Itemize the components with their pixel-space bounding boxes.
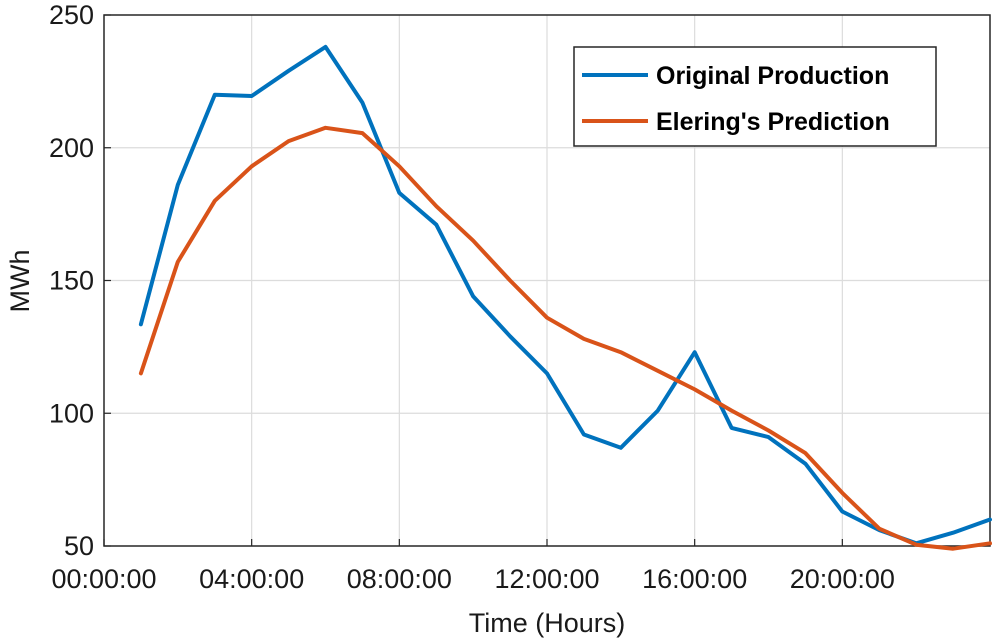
x-tick-label: 00:00:00 bbox=[51, 564, 156, 594]
legend-label-elerings-prediction: Elering's Prediction bbox=[656, 108, 890, 136]
y-tick-label: 200 bbox=[49, 133, 94, 163]
legend-label-original-production: Original Production bbox=[656, 62, 889, 90]
y-axis-label: MWh bbox=[5, 250, 35, 313]
x-tick-label: 04:00:00 bbox=[199, 564, 304, 594]
series-lines bbox=[138, 44, 992, 551]
legend: Original Production Elering's Prediction bbox=[573, 46, 937, 147]
y-tick-label: 50 bbox=[64, 531, 94, 561]
x-tick-label: 20:00:00 bbox=[790, 564, 895, 594]
y-tick-label: 100 bbox=[49, 398, 94, 428]
x-axis-label: Time (Hours) bbox=[469, 608, 626, 638]
x-tick-label: 08:00:00 bbox=[347, 564, 452, 594]
legend-box bbox=[573, 46, 937, 147]
grid bbox=[103, 14, 990, 547]
plot-frame bbox=[103, 14, 991, 547]
x-tick-label: 16:00:00 bbox=[642, 564, 747, 594]
y-tick-labels: 50 100 150 200 250 bbox=[49, 0, 94, 561]
x-tick-labels: 00:00:00 04:00:00 08:00:00 12:00:00 16:00:00… bbox=[51, 564, 894, 594]
x-tick-label: 12:00:00 bbox=[494, 564, 599, 594]
series-line-elering-s-prediction bbox=[138, 125, 992, 551]
y-tick-label: 250 bbox=[49, 0, 94, 30]
y-tick-label: 150 bbox=[49, 266, 94, 296]
series-line-original-production bbox=[138, 44, 992, 546]
